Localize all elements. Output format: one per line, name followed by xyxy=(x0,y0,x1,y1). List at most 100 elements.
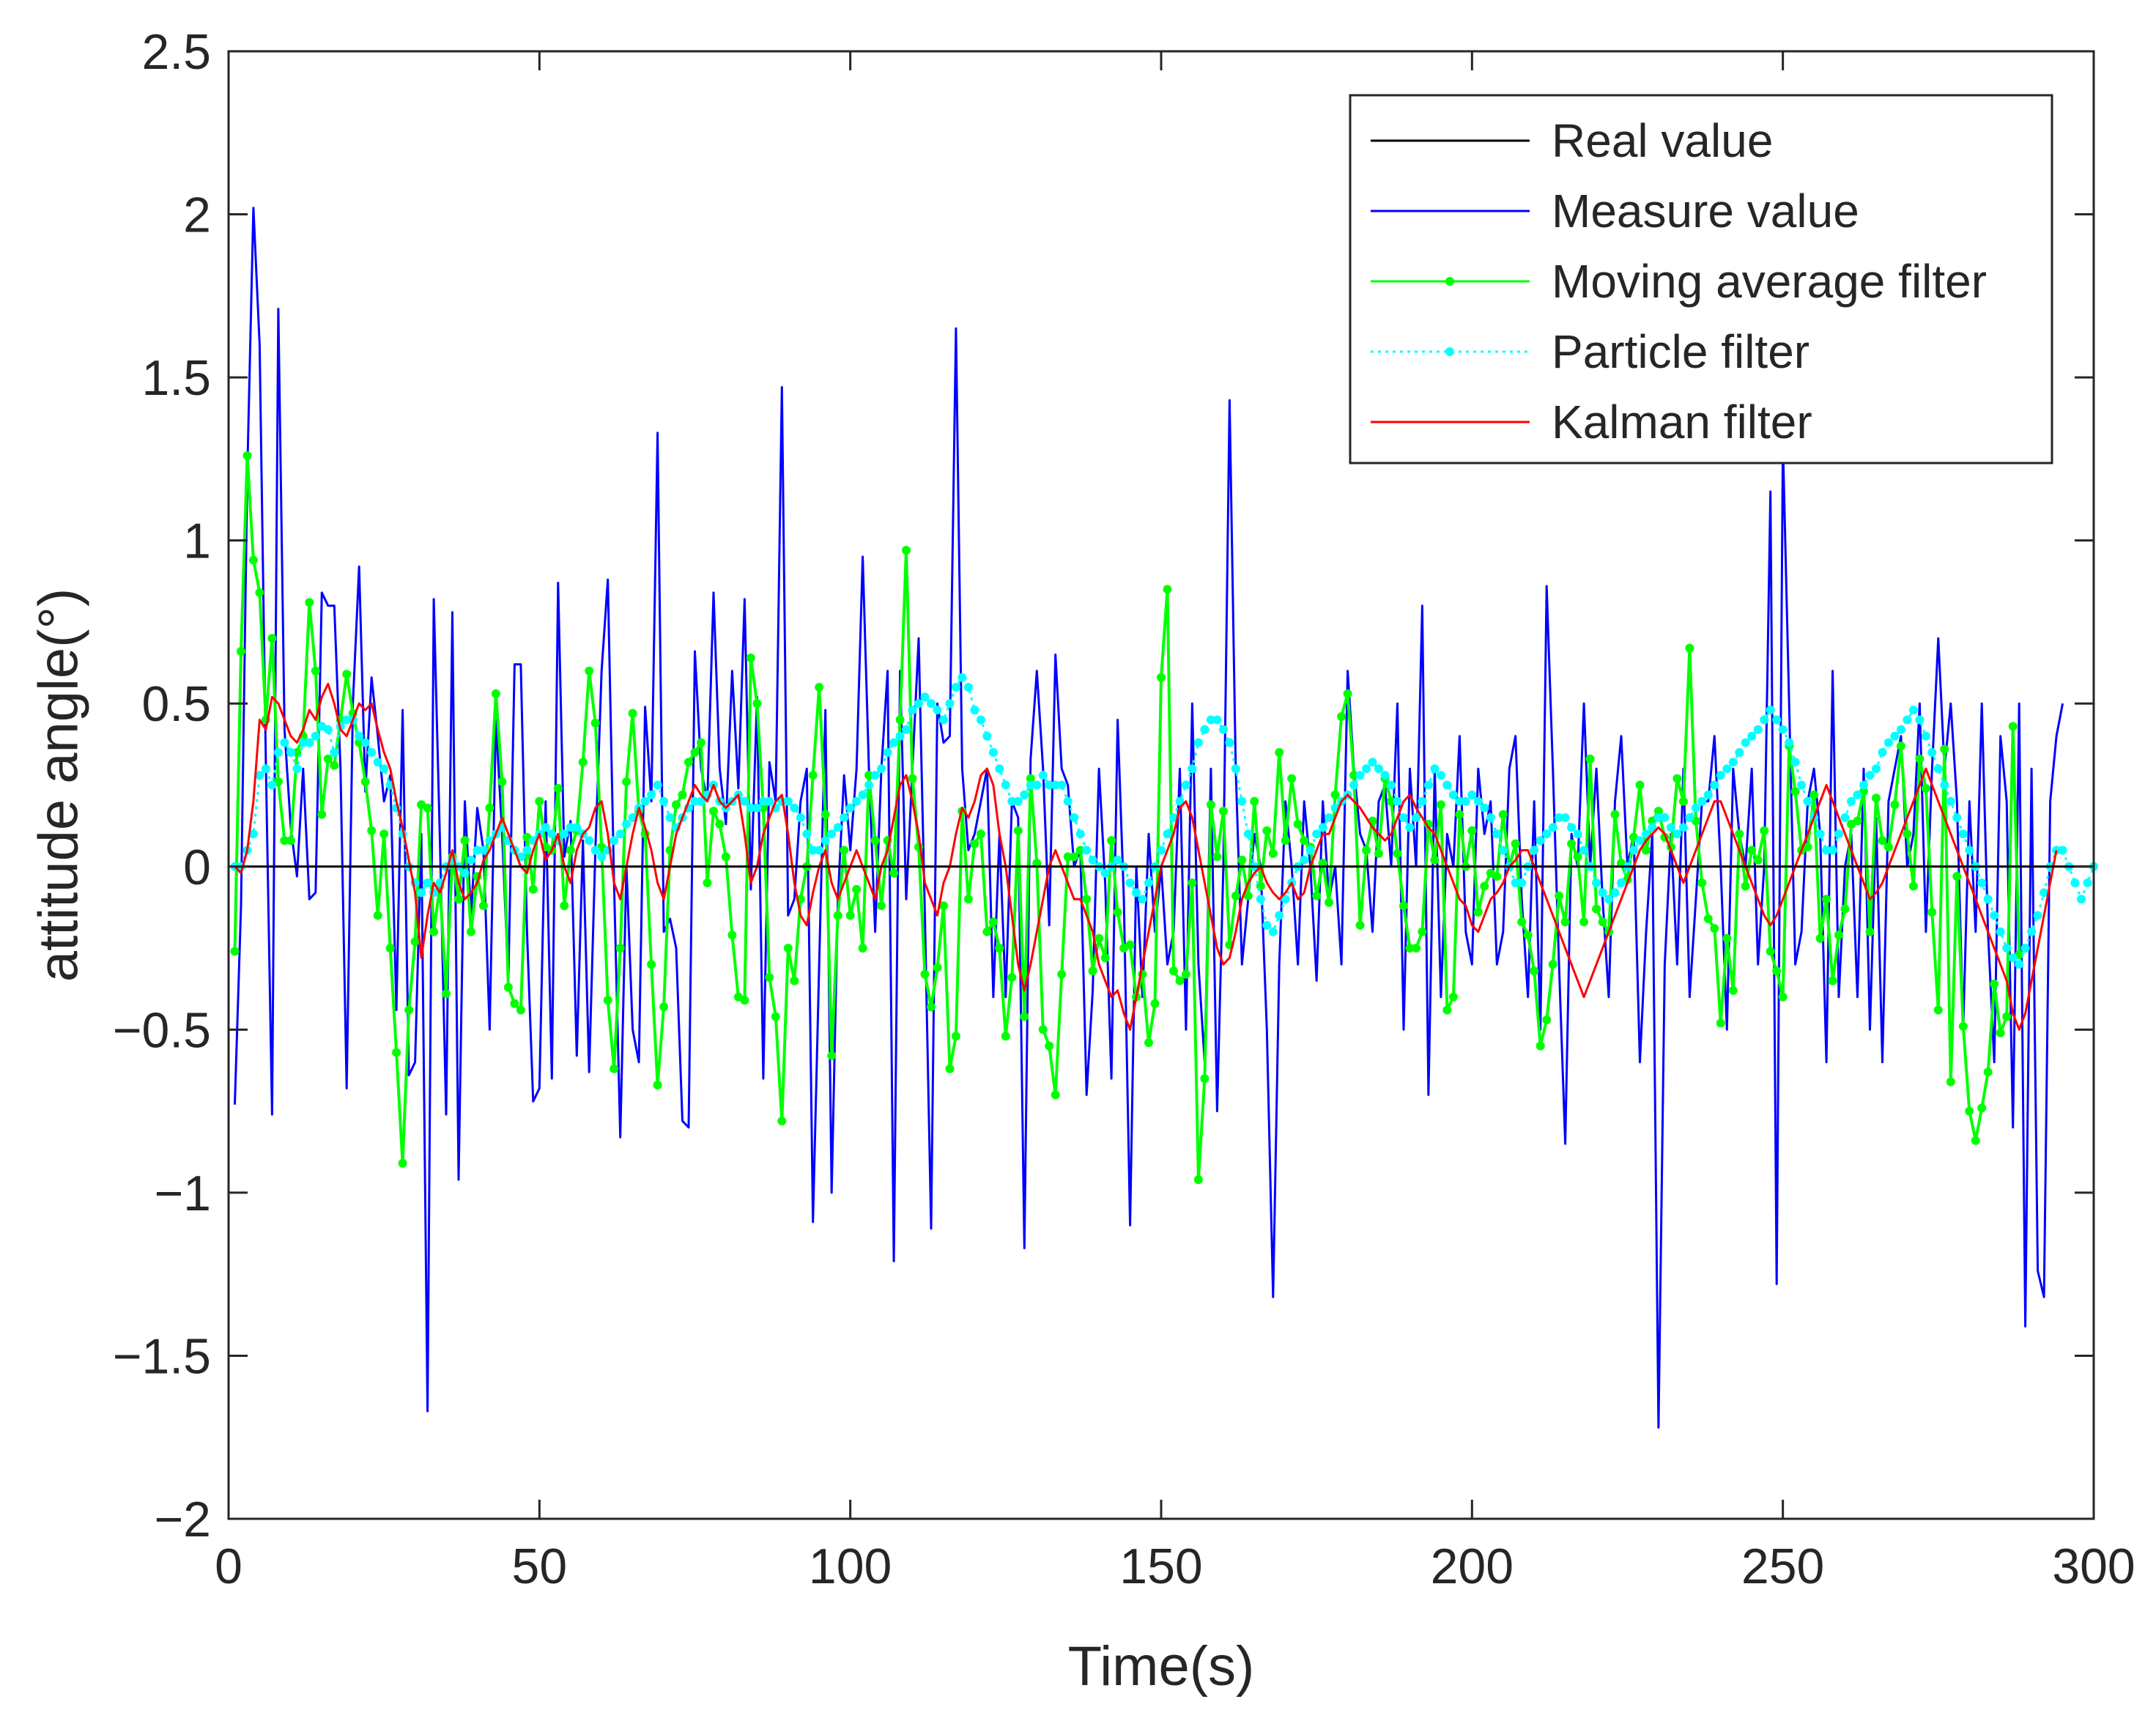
data-point xyxy=(298,738,308,747)
data-point xyxy=(323,725,333,734)
data-point xyxy=(1144,1038,1153,1048)
data-point xyxy=(1200,1074,1209,1084)
data-point xyxy=(1193,738,1203,747)
data-point xyxy=(615,944,625,953)
data-point xyxy=(908,774,917,783)
data-point xyxy=(920,692,930,702)
data-point xyxy=(1349,771,1359,780)
data-point xyxy=(1927,908,1937,917)
data-point xyxy=(1051,780,1060,790)
data-point xyxy=(1722,933,1732,943)
data-point xyxy=(442,989,451,999)
data-point xyxy=(1212,715,1222,725)
data-point xyxy=(1442,780,1452,790)
data-point xyxy=(1412,944,1420,953)
data-point xyxy=(1225,738,1234,747)
data-point xyxy=(957,673,967,682)
data-point xyxy=(752,699,762,708)
data-point xyxy=(815,683,824,692)
data-point xyxy=(1530,845,1539,855)
data-point xyxy=(1256,895,1265,904)
data-point xyxy=(1772,715,1782,725)
data-point xyxy=(1163,829,1172,839)
data-point xyxy=(311,666,320,676)
data-point xyxy=(261,764,270,774)
data-point xyxy=(933,706,942,715)
data-point xyxy=(684,758,693,767)
data-point xyxy=(796,813,805,822)
data-point xyxy=(1716,771,1725,780)
data-point xyxy=(790,803,799,813)
data-point xyxy=(1573,829,1582,839)
data-point xyxy=(820,810,830,819)
y-tick-label: 2 xyxy=(183,188,211,243)
legend-box xyxy=(1349,94,2053,465)
data-point xyxy=(783,796,793,806)
data-point xyxy=(1082,845,1092,855)
data-point xyxy=(1374,764,1383,774)
data-point xyxy=(1977,878,1987,887)
data-point xyxy=(1287,774,1297,783)
data-point xyxy=(1890,800,1900,810)
data-point xyxy=(1045,1041,1054,1051)
data-point xyxy=(1753,725,1763,734)
data-point xyxy=(970,706,979,715)
data-point xyxy=(485,803,494,813)
data-point xyxy=(1803,843,1812,852)
data-point xyxy=(1498,845,1508,855)
x-tick-label: 0 xyxy=(215,1539,242,1594)
data-point xyxy=(1113,855,1122,865)
data-point xyxy=(740,996,749,1005)
y-tick-label: −1.5 xyxy=(113,1328,211,1384)
data-point xyxy=(1511,878,1520,887)
data-point xyxy=(1946,1077,1955,1087)
data-point xyxy=(585,666,594,676)
data-point xyxy=(1610,888,1620,897)
data-point xyxy=(590,845,600,855)
data-point xyxy=(1678,823,1688,832)
data-point xyxy=(454,895,463,904)
data-point xyxy=(479,845,488,855)
data-point xyxy=(610,836,619,845)
data-point xyxy=(1548,960,1557,969)
data-point xyxy=(535,796,544,806)
data-point xyxy=(528,884,538,894)
data-point xyxy=(373,911,382,920)
data-point xyxy=(541,823,550,832)
data-point xyxy=(1958,829,1968,839)
data-point xyxy=(1660,813,1670,822)
data-point xyxy=(1542,829,1552,839)
data-point xyxy=(305,738,314,747)
data-point xyxy=(1393,849,1402,858)
data-point xyxy=(342,715,352,725)
data-point xyxy=(1753,855,1763,865)
data-point xyxy=(360,777,370,786)
data-point xyxy=(2058,845,2067,855)
data-point xyxy=(1983,1067,1993,1077)
data-point xyxy=(1281,895,1290,904)
data-point xyxy=(1741,738,1750,747)
data-point xyxy=(2083,878,2092,887)
data-point xyxy=(1642,829,1651,839)
data-point xyxy=(1703,790,1713,799)
data-point xyxy=(615,829,625,839)
data-point xyxy=(1840,904,1850,914)
data-point xyxy=(1535,1041,1545,1051)
data-point xyxy=(1933,1005,1943,1015)
data-point xyxy=(1790,787,1800,796)
data-point xyxy=(1666,823,1675,832)
data-point xyxy=(1163,585,1172,594)
data-point xyxy=(783,944,793,953)
data-point xyxy=(1560,813,1570,822)
data-point xyxy=(721,852,730,862)
data-point xyxy=(1318,823,1327,832)
legend-item: Measure value xyxy=(1371,185,1859,237)
data-point xyxy=(827,1051,837,1060)
data-point xyxy=(1218,807,1228,816)
data-point xyxy=(355,738,364,747)
data-point xyxy=(1990,980,1999,988)
data-point xyxy=(286,748,295,757)
data-point xyxy=(945,1064,955,1073)
data-point xyxy=(1125,940,1135,950)
